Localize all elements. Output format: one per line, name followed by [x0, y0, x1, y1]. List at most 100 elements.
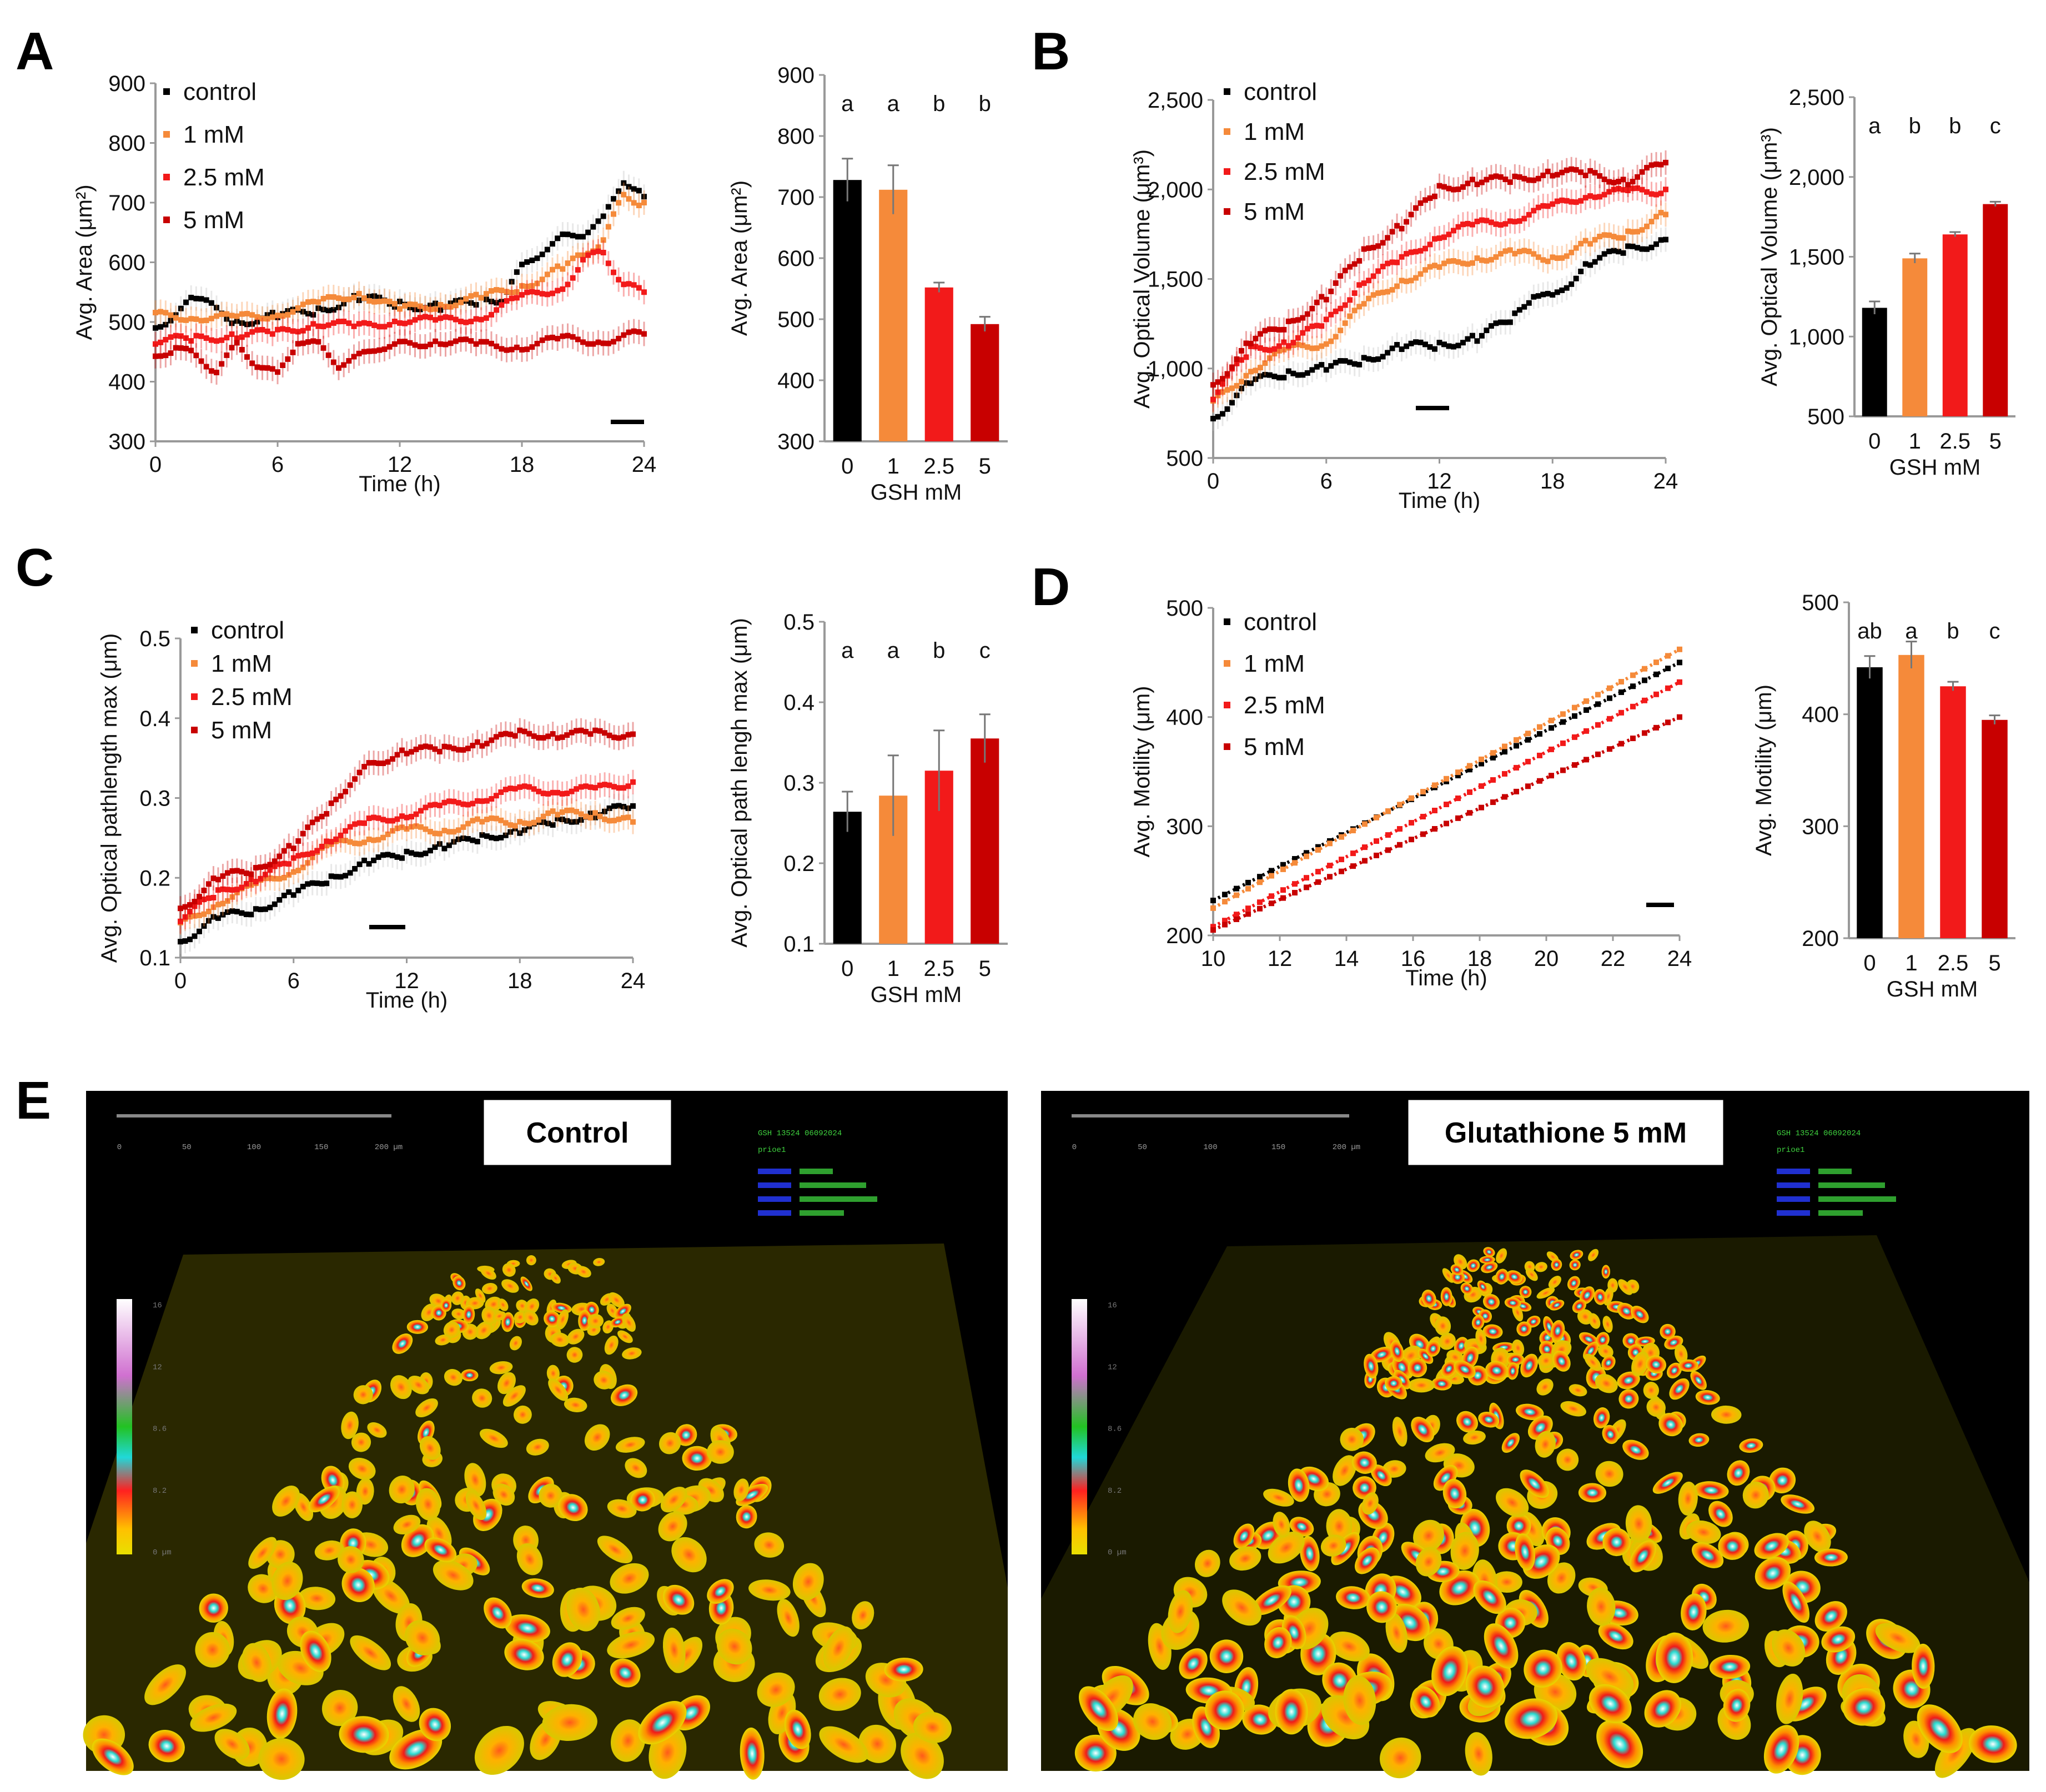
- cell: [658, 1511, 687, 1542]
- cell: [1251, 1585, 1291, 1615]
- bar-5: [971, 738, 999, 944]
- data-point: [1550, 173, 1556, 179]
- bar-0: [1857, 667, 1883, 938]
- significance-letter: c: [1989, 619, 2000, 643]
- data-point: [540, 735, 546, 741]
- data-point: [1356, 304, 1363, 310]
- data-point: [474, 739, 480, 745]
- data-point: [330, 294, 336, 300]
- data-point: [451, 829, 457, 835]
- data-point: [1653, 214, 1660, 220]
- data-point: [1257, 345, 1263, 351]
- x-axis-title: GSH mM: [871, 480, 962, 505]
- bar-1: [879, 189, 908, 441]
- data-point: [544, 291, 550, 298]
- colorbar-tick-label: 16: [1108, 1301, 1117, 1310]
- data-point: [183, 345, 189, 351]
- data-point: [1493, 254, 1499, 260]
- data-point: [249, 312, 255, 318]
- data-point: [153, 310, 158, 316]
- data-point: [621, 192, 627, 198]
- data-point: [1663, 212, 1668, 218]
- data-point: [1578, 268, 1584, 274]
- data-point: [356, 769, 363, 776]
- data-point: [1525, 737, 1531, 743]
- significance-letter: a: [841, 92, 854, 116]
- x-tick-label: 24: [1667, 947, 1692, 971]
- data-point: [512, 733, 518, 739]
- cell: [497, 1298, 509, 1311]
- data-point: [578, 727, 584, 733]
- data-point: [539, 276, 545, 283]
- data-point: [338, 832, 344, 838]
- cell: [1596, 1720, 1643, 1768]
- data-point: [1658, 210, 1664, 216]
- cell: [548, 1378, 569, 1401]
- data-point: [1639, 169, 1645, 175]
- series-1-mm: [1210, 646, 1682, 911]
- data-point: [1356, 282, 1363, 288]
- bar-5: [971, 324, 999, 441]
- data-point: [1620, 187, 1626, 193]
- cell: [415, 1488, 441, 1521]
- data-point: [188, 294, 194, 300]
- data-point: [234, 335, 240, 341]
- data-point: [489, 288, 494, 294]
- data-point: [606, 818, 612, 824]
- data-point: [514, 289, 520, 295]
- data-point: [192, 933, 198, 939]
- data-point: [427, 829, 433, 835]
- data-point: [412, 317, 418, 323]
- data-point: [371, 857, 377, 863]
- cell: [566, 1587, 600, 1632]
- data-point: [1315, 869, 1321, 875]
- data-point: [1616, 235, 1622, 241]
- cell: [1366, 1591, 1397, 1623]
- data-point: [479, 819, 485, 825]
- data-point: [1234, 916, 1239, 922]
- data-point: [1467, 789, 1472, 795]
- data-point: [305, 860, 311, 866]
- cell: [463, 1305, 475, 1324]
- data-point: [631, 282, 637, 288]
- data-point: [550, 731, 556, 737]
- data-point: [1469, 177, 1475, 183]
- data-point: [1490, 754, 1496, 761]
- cell: [443, 1321, 460, 1338]
- cell: [419, 1436, 441, 1460]
- data-point: [1601, 232, 1607, 238]
- cell: [1782, 1581, 1810, 1623]
- data-point: [351, 354, 357, 360]
- data-point: [580, 256, 586, 263]
- data-point: [544, 335, 550, 341]
- data-point: [324, 838, 330, 844]
- data-point: [534, 289, 540, 295]
- data-point: [1394, 283, 1400, 289]
- data-point: [1280, 866, 1286, 872]
- data-point: [1408, 278, 1414, 284]
- data-point: [1271, 346, 1278, 352]
- data-point: [1399, 225, 1405, 231]
- data-point: [536, 788, 542, 794]
- cell: [1763, 1725, 1799, 1774]
- data-point: [1572, 713, 1577, 719]
- panel-letter-d: D: [1032, 557, 1070, 617]
- data-point: [1370, 244, 1376, 250]
- data-point: [1642, 697, 1647, 703]
- data-point: [376, 299, 383, 305]
- cell: [658, 1432, 681, 1454]
- data-point: [1374, 838, 1379, 844]
- data-point: [1394, 342, 1400, 348]
- data-point: [1234, 885, 1239, 892]
- data-point: [1479, 761, 1484, 767]
- data-point: [453, 303, 459, 309]
- data-point: [1525, 758, 1531, 764]
- cell: [1718, 1533, 1747, 1560]
- data-point: [559, 809, 565, 815]
- data-point: [1507, 247, 1513, 253]
- y-axis-title: Avg. Optical pathlength max (μm): [97, 633, 122, 963]
- data-point: [550, 789, 556, 796]
- data-point: [412, 306, 418, 313]
- data-point: [1295, 317, 1301, 323]
